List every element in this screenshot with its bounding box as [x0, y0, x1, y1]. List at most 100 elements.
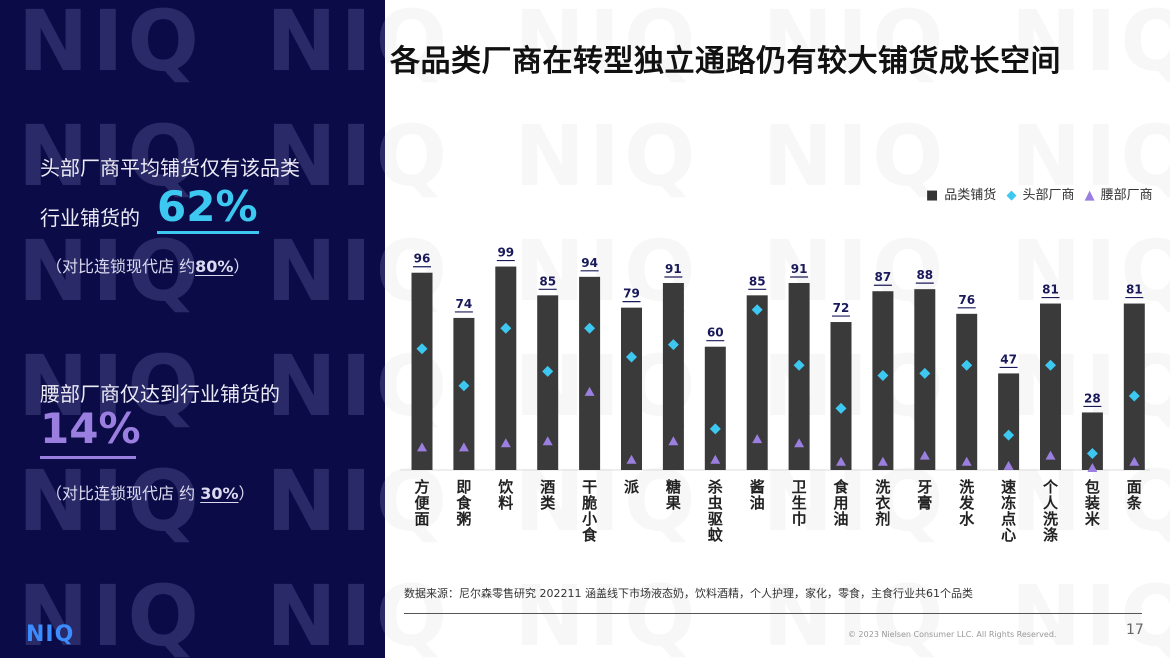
head-manufacturer-diamond [584, 322, 596, 334]
head-manufacturer-diamond [961, 359, 973, 371]
legend-label: 品类铺货 [944, 188, 997, 203]
copyright: © 2023 Nielsen Consumer LLC. All Rights … [848, 630, 1057, 639]
waist-manufacturer-triangle [752, 434, 763, 444]
waist-manufacturer-triangle [668, 436, 679, 446]
head-manufacturer-diamond [500, 322, 512, 334]
bar-value-label: 81 [1042, 283, 1059, 297]
bar [830, 322, 852, 470]
footer-divider [404, 613, 1142, 614]
category-label: 面条 [1126, 478, 1143, 512]
head-compare-note: （对比连锁现代店 约80%） [46, 257, 250, 276]
category-label: 饮料 [497, 478, 514, 512]
bar-value-label: 79 [623, 287, 640, 301]
category-label: 派 [624, 478, 640, 496]
bar-value-label: 85 [539, 274, 556, 288]
niq-logo: NIQ [26, 622, 75, 647]
head-manufacturer-diamond [751, 304, 763, 316]
waist-manufacturer-triangle [710, 454, 721, 464]
bar-value-label: 74 [456, 297, 473, 311]
category-label: 干脆小食 [582, 478, 598, 544]
head-manufacturer-diamond [416, 343, 428, 355]
category-label: 洗衣剂 [875, 478, 890, 528]
legend-diamond-icon: ◆ [1006, 188, 1017, 203]
head-manufacturer-diamond [667, 339, 679, 351]
waist-manufacturer-triangle [417, 442, 427, 452]
waist-manufacturer-value: 14% [40, 404, 141, 453]
summary-panel: NIQ NIQ NIQ NIQ NIQ NIQNIQ NIQ NIQ NIQ N… [0, 0, 385, 658]
bar [1123, 303, 1145, 470]
bar-value-label: 91 [791, 262, 808, 276]
category-label: 速冻点心 [1001, 478, 1016, 544]
bar [1081, 412, 1103, 470]
legend-triangle-icon: ▲ [1084, 188, 1095, 203]
category-label: 食用油 [833, 478, 849, 528]
bar [621, 307, 642, 470]
waist-manufacturer-triangle [584, 386, 595, 396]
bar-value-label: 88 [916, 268, 933, 282]
bar [956, 313, 978, 470]
legend-label: 腰部厂商 [1100, 188, 1153, 203]
category-label: 糖果 [665, 478, 682, 512]
waist-compare-note: （对比连锁现代店 约 30%） [46, 484, 255, 503]
waist-manufacturer-triangle [877, 456, 888, 466]
waist-manufacturer-triangle [919, 450, 930, 460]
head-manufacturer-diamond [793, 359, 805, 371]
head-manufacturer-value: 62% [157, 182, 258, 231]
page-title: 各品类厂商在转型独立通路仍有较大铺货成长空间 [390, 44, 1061, 79]
head-manufacturer-diamond [877, 369, 889, 381]
bar-value-label: 47 [1000, 352, 1017, 366]
bar [998, 373, 1020, 470]
bar-value-label: 99 [497, 246, 514, 260]
bar [1040, 303, 1061, 470]
category-label: 包装米 [1084, 478, 1101, 528]
bar [537, 295, 559, 470]
bar-value-label: 76 [958, 293, 975, 307]
head-manufacturer-line1: 头部厂商平均铺货仅有该品类 [40, 156, 300, 180]
legend-bar-icon: ■ [926, 188, 939, 203]
bar-value-label: 87 [875, 270, 892, 284]
bar [579, 276, 601, 470]
waist-manufacturer-triangle [500, 438, 511, 448]
bar [411, 272, 433, 470]
category-label: 杀虫驱蚊 [708, 478, 724, 544]
category-label: 方便面 [414, 478, 430, 528]
waist-manufacturer-triangle [1003, 460, 1014, 470]
watermark-panel: NIQ NIQ NIQ NIQ NIQ NIQNIQ NIQ NIQ NIQ N… [0, 0, 385, 658]
head-manufacturer-diamond [626, 351, 637, 363]
data-source-note: 数据来源：尼尔森零售研究 202211 涵盖线下市场液态奶，饮料酒精，个人护理，… [404, 587, 973, 600]
chart-legend: ■ 品类铺货 ◆ 头部厂商 ▲ 腰部厂商 [926, 184, 1159, 203]
category-label: 牙膏 [917, 478, 932, 512]
head-manufacturer-diamond [919, 367, 931, 379]
head-value-underline [157, 231, 259, 234]
bar [662, 282, 684, 470]
bar-chart: 96 方便面 74 即食粥 99 饮料 85 酒类 94 干脆小食 79 派 91 糖果 60 杀虫驱蚊 85 酱… [400, 246, 1150, 544]
bar-value-label: 85 [749, 274, 766, 288]
head-manufacturer-diamond [835, 402, 847, 414]
page-number: 17 [1126, 622, 1144, 638]
category-label: 酒类 [540, 478, 556, 512]
bar-value-label: 96 [414, 252, 431, 266]
head-manufacturer-diamond [1003, 429, 1015, 441]
head-manufacturer-diamond [1086, 448, 1098, 460]
watermark-row: NIQ NIQ NIQ NIQ NIQ NIQ [18, 0, 385, 90]
category-label: 卫生巾 [792, 478, 807, 528]
head-manufacturer-diamond [1128, 390, 1140, 402]
bar-value-label: 91 [665, 262, 682, 276]
bar [453, 317, 475, 470]
head-manufacturer-diamond [458, 380, 470, 392]
waist-manufacturer-triangle [1087, 462, 1098, 472]
waist-manufacturer-triangle [1129, 456, 1140, 466]
waist-manufacturer-triangle [794, 438, 805, 448]
waist-manufacturer-triangle [1045, 450, 1056, 460]
head-manufacturer-diamond [709, 423, 721, 435]
bar-value-label: 81 [1126, 283, 1143, 297]
bar-value-label: 72 [833, 301, 850, 315]
bar-value-label: 94 [581, 256, 598, 270]
head-manufacturer-diamond [1045, 359, 1056, 371]
head-manufacturer-diamond [542, 365, 554, 377]
waist-manufacturer-triangle [836, 456, 846, 466]
bar-value-label: 28 [1084, 391, 1101, 405]
waist-manufacturer-triangle [458, 442, 469, 452]
waist-manufacturer-triangle [626, 454, 637, 464]
category-label: 即食粥 [456, 478, 472, 528]
